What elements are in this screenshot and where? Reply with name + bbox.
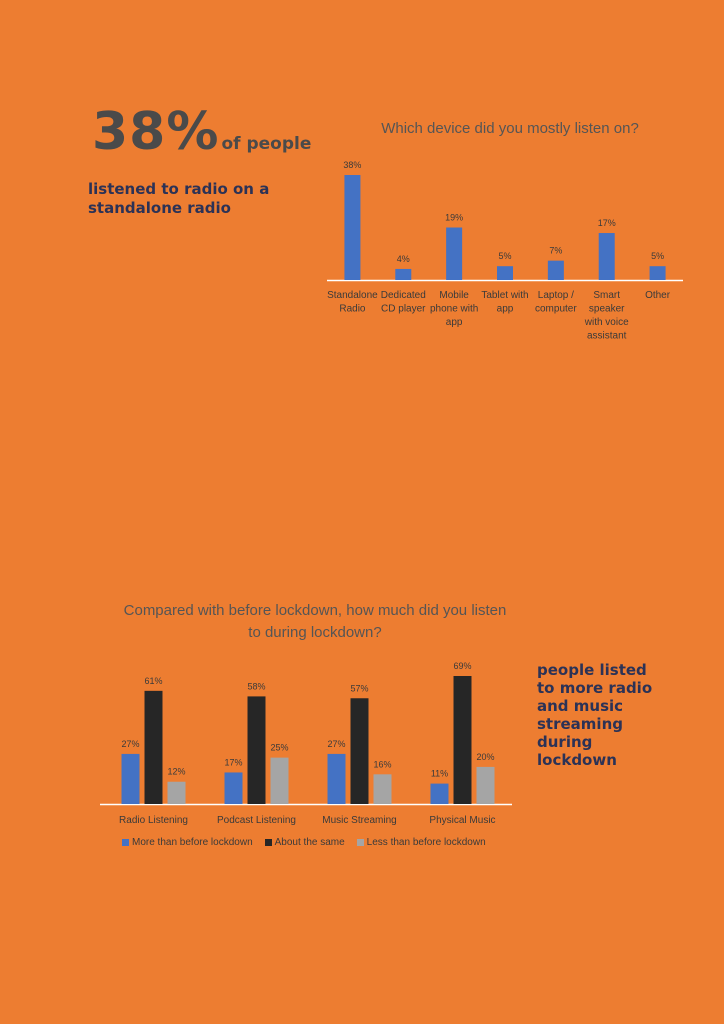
device-category-label: Standalone — [327, 290, 378, 301]
lockdown-value-label: 12% — [167, 767, 185, 777]
device-category-label: computer — [535, 304, 577, 315]
lockdown-value-label: 11% — [431, 769, 448, 779]
lockdown-value-label: 17% — [224, 757, 242, 767]
lockdown-chart-title: Compared with before lockdown, how much … — [123, 602, 507, 641]
lockdown-value-label: 27% — [327, 739, 345, 749]
legend-swatch-same — [264, 839, 272, 846]
device-bar — [649, 266, 666, 280]
legend-swatch-less — [356, 839, 364, 846]
lockdown-value-label: 27% — [121, 739, 139, 749]
legend-item-same: About the same — [264, 837, 345, 848]
device-bar — [344, 175, 361, 280]
device-bar — [395, 268, 412, 280]
lockdown-value-label: 16% — [373, 759, 391, 769]
device-value-label: 5% — [498, 251, 511, 261]
device-category-label: Dedicated — [381, 290, 426, 301]
lockdown-value-label: 61% — [144, 676, 162, 686]
lockdown-bar — [144, 690, 163, 804]
headline-description: listened to radio on a standalone radio — [88, 180, 270, 217]
lockdown-bar — [350, 698, 369, 804]
headline-percent: 38% — [92, 102, 220, 162]
device-value-label: 19% — [445, 213, 463, 223]
lockdown-value-label: 25% — [270, 743, 288, 753]
device-category-label: Radio — [339, 304, 366, 315]
lockdown-bar — [121, 753, 140, 804]
lockdown-bar — [270, 757, 289, 804]
device-category-label: Laptop / — [538, 290, 574, 301]
device-value-label: 4% — [397, 254, 410, 264]
headline-suffix: of people — [221, 134, 312, 154]
lockdown-value-label: 58% — [247, 681, 265, 691]
device-value-label: 7% — [549, 246, 562, 256]
lockdown-bar — [430, 783, 449, 804]
device-value-label: 17% — [598, 218, 616, 228]
lockdown-category-label: Podcast Listening — [217, 815, 296, 826]
lockdown-category-label: Music Streaming — [322, 815, 396, 826]
lockdown-bar — [224, 772, 243, 804]
device-bar — [497, 266, 513, 280]
device-category-label: with voice — [584, 317, 629, 328]
lockdown-value-label: 57% — [350, 683, 368, 693]
device-value-label: 38% — [343, 160, 361, 170]
device-category-label: assistant — [587, 331, 627, 342]
device-category-label: phone with — [430, 304, 478, 315]
lockdown-value-label: 69% — [453, 661, 471, 671]
device-category-label: CD player — [381, 304, 426, 315]
device-category-label: Other — [645, 290, 671, 301]
headline-stat: 38% of people — [92, 102, 311, 162]
device-bar — [446, 227, 463, 280]
legend-label-less: Less than before lockdown — [366, 837, 486, 848]
legend-swatch-more — [122, 839, 129, 846]
lockdown-bar — [247, 696, 266, 804]
device-category-label: speaker — [589, 304, 625, 315]
legend-label-same: About the same — [274, 837, 345, 848]
legend-label-more: More than before lockdown — [132, 837, 253, 848]
lockdown-category-label: Radio Listening — [119, 815, 188, 826]
lockdown-chart-legend: More than before lockdown About the same… — [122, 837, 486, 848]
device-category-label: app — [446, 317, 463, 328]
lockdown-bar — [327, 753, 346, 804]
lockdown-bar — [453, 676, 472, 804]
lockdown-value-label: 20% — [476, 752, 494, 762]
device-category-label: app — [497, 304, 514, 315]
lockdown-bar — [167, 781, 186, 804]
device-category-label: Mobile — [439, 290, 469, 301]
device-bar — [547, 260, 564, 280]
legend-item-more: More than before lockdown — [122, 837, 253, 848]
lockdown-category-label: Physical Music — [429, 815, 495, 826]
lockdown-bar — [476, 766, 495, 804]
device-bar — [598, 233, 615, 280]
legend-item-less: Less than before lockdown — [356, 837, 486, 848]
device-chart-title: Which device did you mostly listen on? — [381, 120, 639, 137]
lockdown-callout: people listed to more radio and music st… — [537, 661, 653, 769]
lockdown-bar — [373, 774, 392, 804]
device-category-label: Tablet with — [481, 290, 528, 301]
device-category-label: Smart — [593, 290, 620, 301]
device-value-label: 5% — [651, 251, 664, 261]
